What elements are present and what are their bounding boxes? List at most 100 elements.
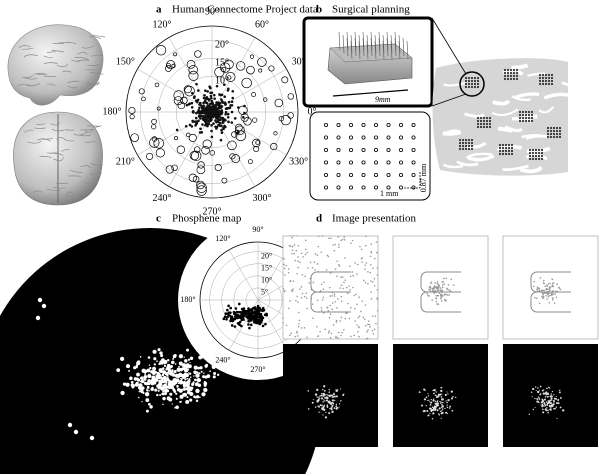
connectome-point [209, 114, 212, 117]
phosphene-dot [185, 400, 190, 404]
implanted-array-site [470, 147, 474, 151]
connectome-point [198, 106, 201, 110]
percept-dot [543, 389, 545, 391]
percept-dot [326, 394, 328, 396]
stimulus-dot [284, 274, 286, 276]
phosphene-dot [188, 386, 193, 392]
connectome-point [218, 93, 221, 96]
percept-dot [433, 398, 435, 400]
panel-title: Human Connectome Project data [172, 4, 318, 16]
angle-label: 90° [252, 225, 263, 234]
stimulus-dot [329, 337, 332, 339]
phosphene-dot [178, 380, 184, 385]
stimulus-dot [448, 289, 450, 291]
stimulus-dot [443, 277, 445, 280]
percept-dot [340, 388, 342, 390]
connectome-point [206, 110, 210, 114]
electrode-site [386, 123, 391, 128]
percept-dot [333, 407, 336, 410]
connectome-point [209, 150, 216, 156]
connectome-point [227, 100, 231, 104]
percept-dot [559, 406, 562, 409]
percept-dot [548, 404, 552, 407]
connectome-point [242, 116, 245, 119]
gyrus [81, 45, 95, 49]
percept-dot [433, 388, 436, 392]
connectome-point [220, 98, 223, 101]
percept-dot [427, 393, 429, 395]
percept-dot [562, 409, 565, 412]
gyrus [79, 134, 92, 137]
gyrus [85, 69, 97, 71]
percept-dot [437, 395, 440, 398]
connectome-point [219, 138, 223, 142]
percept-dot [454, 396, 457, 399]
stimulus-dot [295, 249, 298, 252]
connectome-point [183, 85, 192, 94]
electrode-site [361, 123, 366, 128]
phosphene-point [247, 309, 251, 312]
stimulus-dot [364, 324, 367, 327]
stimulus-dot [441, 284, 444, 286]
gyrus [37, 73, 47, 76]
stimulus-dot [325, 269, 328, 271]
connectome-point [280, 115, 291, 126]
connectome-point [230, 100, 234, 103]
stimulus-dot [305, 248, 307, 251]
phosphene-point [256, 305, 260, 309]
scale-label: 9mm [375, 95, 391, 104]
phosphene-dot [186, 378, 189, 380]
implanted-array-site [458, 141, 462, 145]
stimulus-dot [337, 236, 340, 238]
implanted-array-site [476, 79, 480, 83]
stimulus-dot [549, 287, 551, 289]
phosphene-point [265, 313, 268, 317]
phosphene-point [259, 314, 263, 317]
phosphene-dot [163, 388, 169, 393]
stimulus-dot [448, 294, 451, 296]
stimulus-dot [437, 283, 440, 286]
implanted-array-site [515, 68, 519, 72]
stimulus-dot [353, 334, 356, 337]
electrode-pin [390, 34, 393, 54]
percept-dot [546, 387, 548, 390]
connectome-point [227, 75, 232, 80]
phosphene-dot [141, 401, 143, 403]
phosphene-dot [156, 360, 158, 363]
stimulus-dot [285, 264, 288, 267]
stimulus-dot [331, 302, 334, 304]
connectome-point [130, 133, 140, 142]
gyrus [86, 82, 100, 86]
stimulus-dot [540, 289, 543, 292]
sulcus [492, 99, 511, 106]
stimulus-dot [553, 302, 556, 304]
sulcus [511, 116, 533, 123]
percept-dot [323, 389, 326, 392]
stimulus-dot [321, 235, 324, 237]
percept-dot [312, 399, 314, 401]
radius-label: 20° [215, 40, 229, 51]
stimulus-dot [341, 238, 344, 241]
stimulus-dot [547, 288, 549, 291]
stimulus-dot [362, 316, 365, 319]
panel-title: Phosphene map [172, 213, 242, 225]
gyrus [47, 152, 59, 155]
phosphene-dot [167, 375, 169, 377]
stimulus-dot [440, 297, 442, 300]
sulcus [527, 72, 546, 78]
stimulus-dot [447, 283, 450, 286]
stimulus-dot [439, 287, 442, 289]
connectome-point [221, 119, 225, 122]
connectome-point [213, 104, 216, 107]
scale-label: 1 mm [380, 189, 399, 198]
phosphene-point [235, 310, 239, 314]
percept-dot [446, 391, 448, 393]
percept-dot [328, 412, 331, 415]
stimulus-dot [342, 287, 344, 290]
implanted-array-site [531, 148, 535, 152]
phosphene-dot [145, 398, 150, 403]
stimulus-dot [364, 264, 366, 266]
implanted-array-site [470, 144, 474, 148]
implanted-array-site [555, 132, 559, 136]
implanted-array-site [527, 119, 531, 123]
